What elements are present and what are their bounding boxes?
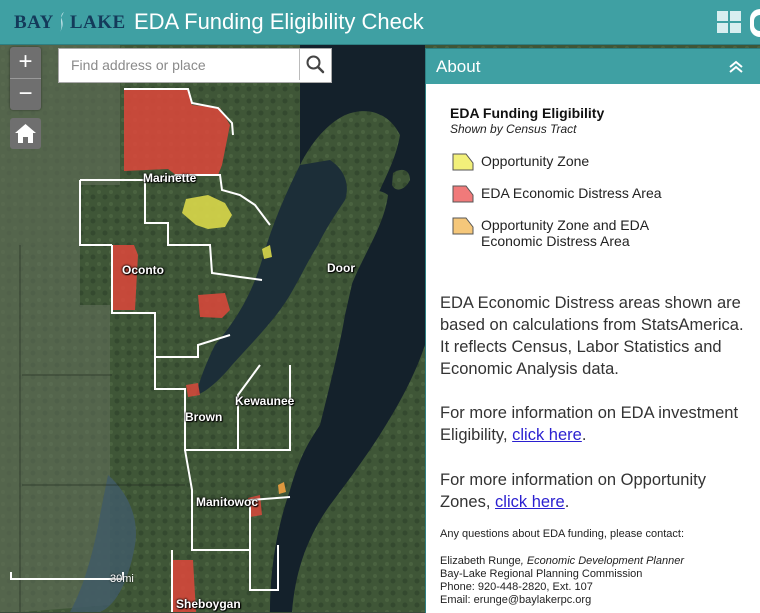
scale-bar: 30mi <box>10 567 134 585</box>
logo-lake-text: LAKE <box>69 12 126 33</box>
panel-toggle-button[interactable] <box>750 9 760 37</box>
contact-email: Email: erunge@baylakerpc.org <box>440 594 592 606</box>
legend-label: Opportunity Zone and EDA Economic Distre… <box>481 217 649 249</box>
contact-block: Elizabeth Runge, Economic Development Pl… <box>440 555 750 607</box>
paragraph-text: . <box>564 493 570 511</box>
zoom-out-button[interactable]: − <box>18 80 33 107</box>
search-box <box>58 48 332 83</box>
county-label-marinette: Marinette <box>143 171 197 185</box>
collapse-chevron-icon[interactable] <box>727 58 745 76</box>
contact-intro: Any questions about EDA funding, please … <box>440 528 684 540</box>
scale-bar-label: 30mi <box>110 573 134 585</box>
legend-title: EDA Funding Eligibility <box>450 105 605 121</box>
legend-label: Opportunity Zone <box>481 153 590 169</box>
home-icon <box>15 124 36 143</box>
paragraph-text: For more information on EDA investment E… <box>440 404 739 444</box>
zoom-controls: + − <box>10 47 41 110</box>
logo-bay-text: BAY <box>14 12 54 33</box>
county-label-oconto: Oconto <box>122 263 164 277</box>
grid-icon <box>717 11 728 21</box>
home-button[interactable] <box>10 118 41 149</box>
search-input[interactable] <box>59 49 299 80</box>
search-button[interactable] <box>299 49 331 80</box>
grid-icon-cell <box>717 23 728 33</box>
legend-item-distress: EDA Economic Distress Area <box>452 185 692 203</box>
about-panel: About EDA Funding Eligibility Shown by C… <box>425 48 760 613</box>
about-panel-header: About <box>426 49 760 84</box>
county-label-kewaunee: Kewaunee <box>235 394 295 408</box>
grid-icon-cell <box>730 23 741 33</box>
bay-lake-logo: BAY LAKE <box>14 11 126 34</box>
scale-bar-line <box>10 572 124 580</box>
paragraph-text: For more information on Opportunity Zone… <box>440 471 706 511</box>
zoom-separator <box>10 78 41 79</box>
widgets-grid-button[interactable] <box>712 7 746 37</box>
county-label-sheboygan: Sheboygan <box>176 597 241 611</box>
legend-item-opportunity-zone: Opportunity Zone <box>452 153 692 171</box>
county-label-manitowoc: Manitowoc <box>196 495 258 509</box>
contact-phone: Phone: 920-448-2820, Ext. 107 <box>440 581 593 593</box>
legend-swatch-orange <box>452 217 474 235</box>
about-paragraph-eda-link: For more information on EDA investment E… <box>440 402 756 446</box>
legend-swatch-yellow <box>452 153 474 171</box>
app-header: BAY LAKE EDA Funding Eligibility Check <box>0 0 760 45</box>
contact-name: Elizabeth Runge <box>440 555 521 567</box>
county-label-brown: Brown <box>185 410 223 424</box>
about-paragraph-statsamerica: EDA Economic Distress areas shown are ba… <box>440 294 744 378</box>
county-label-door: Door <box>327 261 355 275</box>
eda-eligibility-link[interactable]: click here <box>512 426 582 444</box>
contact-org: Bay-Lake Regional Planning Commission <box>440 568 643 580</box>
about-paragraph-oz-link: For more information on Opportunity Zone… <box>440 469 756 513</box>
opportunity-zones-link[interactable]: click here <box>495 493 565 511</box>
paragraph-text: . <box>581 426 587 444</box>
logo-wave-icon <box>59 12 64 32</box>
search-icon <box>306 55 325 74</box>
legend-swatch-red <box>452 185 474 203</box>
about-panel-title: About <box>436 57 481 76</box>
zoom-in-button[interactable]: + <box>18 48 33 75</box>
legend-item-both: Opportunity Zone and EDA Economic Distre… <box>452 217 692 251</box>
contact-name-line: Elizabeth Runge, Economic Development Pl… <box>440 555 750 568</box>
legend: EDA Funding Eligibility Shown by Census … <box>448 105 604 136</box>
contact-role: , Economic Development Planner <box>520 555 684 567</box>
legend-subtitle: Shown by Census Tract <box>450 122 577 136</box>
grid-icon-cell <box>730 11 741 21</box>
app-title: EDA Funding Eligibility Check <box>134 9 424 34</box>
legend-label: EDA Economic Distress Area <box>481 185 662 201</box>
